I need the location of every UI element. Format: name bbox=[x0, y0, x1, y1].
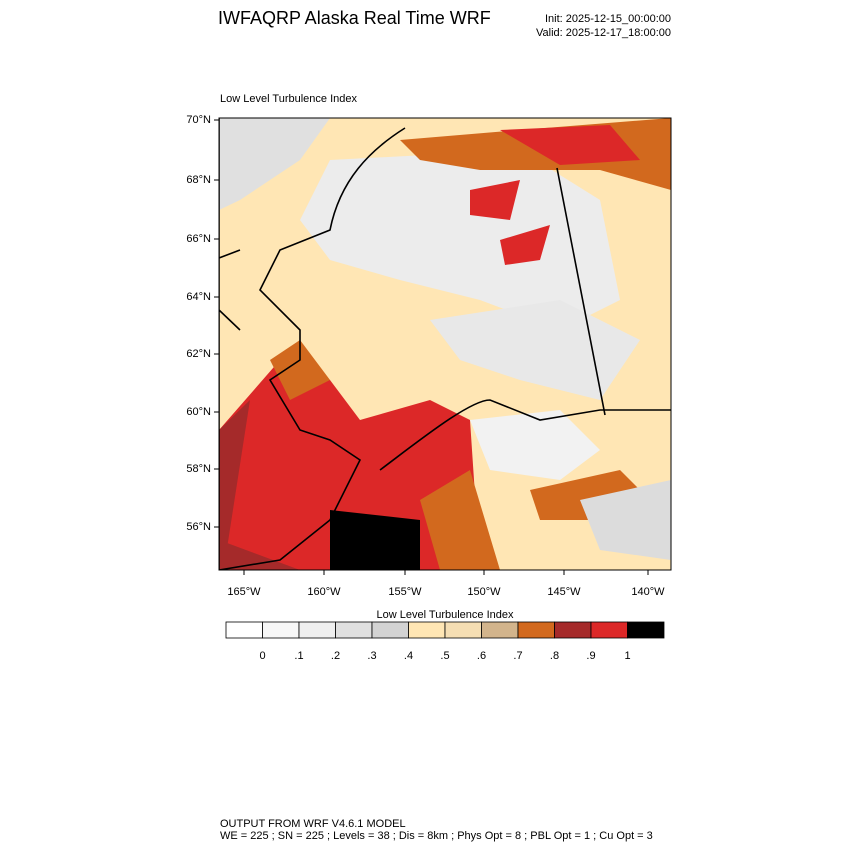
colorbar-box bbox=[408, 621, 446, 639]
lon-label: 150°W bbox=[467, 586, 501, 598]
map-field bbox=[219, 118, 671, 570]
valid-time: Valid: 2025-12-17_18:00:00 bbox=[536, 27, 671, 39]
main-title: IWFAQRP Alaska Real Time WRF bbox=[218, 8, 491, 28]
map-title: Low Level Turbulence Index bbox=[220, 93, 357, 105]
colorbar-box bbox=[554, 621, 592, 639]
lat-label: 68°N bbox=[186, 174, 211, 186]
colorbar-title: Low Level Turbulence Index bbox=[377, 609, 514, 621]
lat-label: 62°N bbox=[186, 348, 211, 360]
colorbar-box bbox=[590, 621, 628, 639]
map-frame bbox=[218, 117, 672, 571]
colorbar-label: .8 bbox=[550, 650, 559, 662]
colorbar-box bbox=[335, 621, 373, 639]
lon-label: 160°W bbox=[307, 586, 341, 598]
colorbar-label: .4 bbox=[404, 650, 413, 662]
footer-line: WE = 225 ; SN = 225 ; Levels = 38 ; Dis … bbox=[220, 830, 653, 842]
colorbar-label: .9 bbox=[586, 650, 595, 662]
lon-label: 145°W bbox=[547, 586, 581, 598]
colorbar-label: .7 bbox=[513, 650, 522, 662]
lon-label: 140°W bbox=[631, 586, 665, 598]
lat-label: 56°N bbox=[186, 521, 211, 533]
colorbar-box bbox=[298, 621, 336, 639]
colorbar-box bbox=[262, 621, 300, 639]
colorbar-box bbox=[517, 621, 555, 639]
lat-label: 70°N bbox=[186, 114, 211, 126]
colorbar-label: .3 bbox=[367, 650, 376, 662]
colorbar-box bbox=[444, 621, 482, 639]
colorbar-box bbox=[225, 621, 263, 639]
colorbar-box bbox=[481, 621, 519, 639]
colorbar-label: .6 bbox=[477, 650, 486, 662]
init-time: Init: 2025-12-15_00:00:00 bbox=[545, 13, 671, 25]
footer-line: OUTPUT FROM WRF V4.6.1 MODEL bbox=[220, 818, 406, 830]
colorbar-label: 1 bbox=[624, 650, 630, 662]
colorbar-label: 0 bbox=[259, 650, 265, 662]
lon-label: 165°W bbox=[227, 586, 261, 598]
lat-label: 58°N bbox=[186, 463, 211, 475]
colorbar-box bbox=[371, 621, 409, 639]
colorbar-label: .5 bbox=[440, 650, 449, 662]
colorbar-box bbox=[627, 621, 665, 639]
lon-label: 155°W bbox=[388, 586, 422, 598]
colorbar-label: .1 bbox=[294, 650, 303, 662]
lat-label: 60°N bbox=[186, 406, 211, 418]
lat-label: 64°N bbox=[186, 291, 211, 303]
colorbar-label: .2 bbox=[331, 650, 340, 662]
lat-label: 66°N bbox=[186, 233, 211, 245]
